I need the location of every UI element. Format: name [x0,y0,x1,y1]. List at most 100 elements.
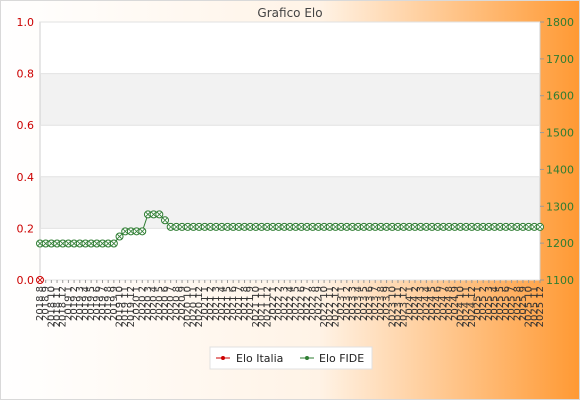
x-tick-label: 2024 5 [427,286,438,321]
data-point-elo-fide [399,222,408,231]
x-tick-label: 2023 5 [359,286,370,321]
x-tick-label: 2019 8 [103,286,114,321]
data-point-cross [298,224,304,230]
x-tick-label: 2018 8 [35,286,46,321]
data-point-cross [452,224,458,230]
x-tick-label: 2023 3 [348,286,359,321]
data-point-cross [264,224,270,230]
plot-band [40,73,540,126]
data-point-cross [361,224,367,230]
x-tick-label: 2025 8 [512,286,523,321]
data-point-elo-fide [291,222,300,231]
data-point-cross [82,241,88,246]
x-tick-label: 2024 12 [467,286,478,327]
x-tick-label: 2020 6 [160,286,171,321]
plot-band [40,228,540,280]
data-point-cross [162,217,168,223]
data-point-cross [304,224,310,230]
x-tick-label: 2025 4 [490,286,501,321]
x-tick-label: 2019 10 [115,286,126,327]
x-tick-label: 2021 3 [211,286,222,321]
x-tick-label: 2022 12 [330,286,341,327]
data-point-elo-fide [428,222,437,231]
x-tick-label: 2021 6 [228,286,239,321]
y-axis-right: 1100 1200 1300 1400 1500 1600 1700 1800 [540,16,574,287]
data-point-cross [230,224,236,230]
data-point-cross [190,224,196,230]
data-point-elo-fide [36,239,44,248]
data-point-elo-fide [234,222,243,231]
chart-title: Grafico Elo [257,6,322,20]
x-tick-label: 2024 7 [438,286,449,321]
x-tick-label: 2020 10 [183,286,194,327]
data-point-cross [111,241,117,246]
x-tick-label: 2018 9 [41,286,52,321]
data-point-elo-fide [348,222,357,231]
x-tick-label: 2025 3 [484,286,495,321]
data-point-cross [54,241,60,246]
x-tick-label: 2019 4 [80,286,91,321]
x-tick-label: 2024 2 [410,286,421,321]
data-point-cross [287,224,293,230]
x-tick-label: 2022 8 [308,286,319,321]
x-tick-label: 2023 8 [376,286,387,321]
data-point-elo-fide [223,222,232,231]
data-point-cross [65,241,71,246]
data-point-elo-fide [456,222,465,231]
data-point-cross [327,224,333,230]
x-tick-label: 2022 11 [325,286,336,327]
data-point-elo-fide [229,222,238,231]
data-point-elo-fide [490,222,499,231]
data-point-cross [321,224,327,230]
data-point-cross [94,241,100,246]
data-point-cross [179,224,185,230]
y-left-tick-label: 0.0 [17,274,35,287]
data-point-cross [395,224,401,230]
data-point-elo-fide [75,239,84,248]
data-point-cross [128,228,134,234]
data-point-cross [401,224,407,230]
data-point-elo-fide [195,222,204,231]
legend-item-elo-italia: Elo Italia [216,352,283,365]
data-point-cross [537,224,543,230]
data-point-elo-fide [47,239,56,248]
x-tick-label: 2024 1 [404,286,415,321]
x-tick-label: 2019 3 [75,286,86,321]
legend-marker-elo-italia [221,356,225,360]
x-tick-label: 2024 10 [455,286,466,327]
data-point-cross [207,224,213,230]
data-point-cross [88,241,94,246]
data-point-cross [48,241,54,246]
x-tick-label: 2019 9 [109,286,120,321]
data-point-cross [145,211,151,217]
data-point-cross [531,224,537,230]
data-point-cross [276,224,282,230]
data-point-cross [350,224,355,230]
x-tick-label: 2018 12 [58,286,69,327]
data-point-cross [43,241,49,246]
plot-band [40,176,540,229]
data-point-cross [429,224,435,230]
data-point-elo-fide [422,222,431,231]
y-right-tick-label: 1200 [546,237,574,250]
legend-label-elo-italia: Elo Italia [236,352,283,365]
data-point-cross [270,224,276,230]
y-right-tick-label: 1100 [546,274,574,287]
x-tick-label: 2019 2 [69,286,80,321]
x-tick-label: 2020 1 [132,286,143,321]
legend-marker-elo-fide [305,356,309,360]
y-right-tick-label: 1800 [546,16,574,29]
data-point-cross [509,224,515,230]
data-point-elo-fide [376,222,385,231]
legend-item-elo-fide: Elo FIDE [300,352,364,365]
data-point-cross [469,224,475,230]
legend-box [209,346,373,370]
x-tick-label: 2021 5 [223,286,234,321]
data-point-cross [406,224,412,230]
data-point-elo-fide [297,222,306,231]
y-right-tick-label: 1700 [546,53,574,66]
x-tick-label: 2018 11 [52,286,63,327]
x-tick-label: 2025 2 [478,286,489,321]
x-tick-label: 2020 3 [143,286,154,321]
data-point-cross [37,277,43,283]
